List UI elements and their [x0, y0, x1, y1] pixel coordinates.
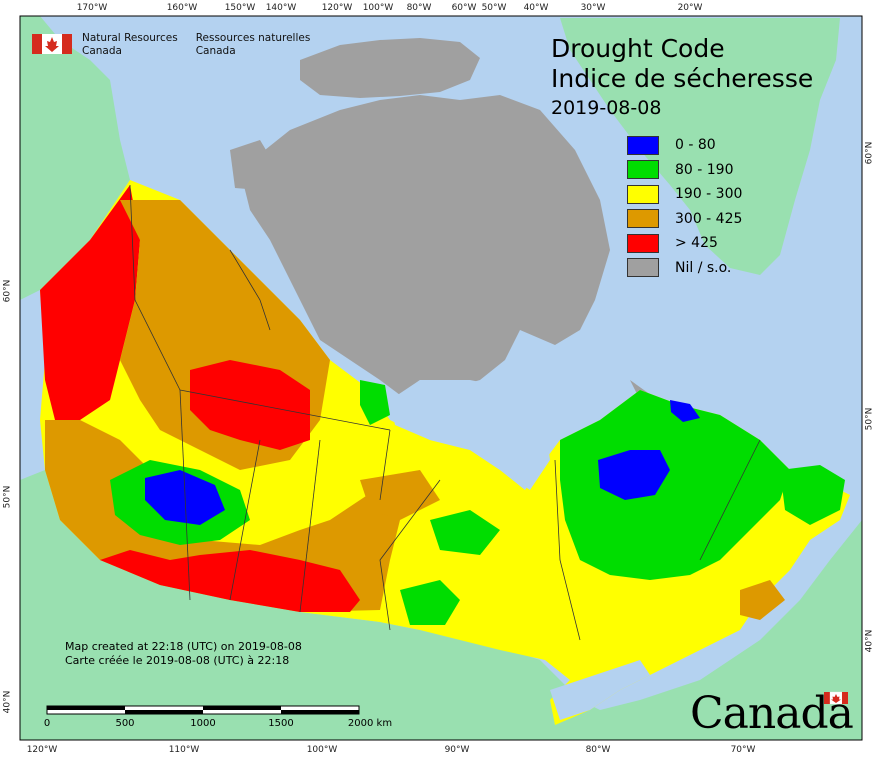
graticule-label: 80°W [585, 745, 611, 755]
legend-item: 80 - 190 [627, 158, 742, 183]
newfoundland-green [780, 465, 845, 525]
graticule-label: 30°W [580, 3, 606, 13]
quebec-green [560, 390, 790, 580]
legend-swatch [627, 233, 659, 253]
ontario-green [400, 580, 460, 625]
graticule-label: 60°N [2, 279, 13, 303]
manitoba-green [360, 380, 390, 425]
agency-flag-icon [32, 34, 72, 54]
graticule-label: 50°N [2, 485, 13, 509]
legend-swatch [627, 209, 659, 229]
title-french: Indice de sécheresse [551, 64, 814, 93]
scale-label: 0 [43, 718, 51, 729]
agency-signature: Natural Resources Canada Ressources natu… [32, 32, 310, 58]
graticule-label: 50°W [481, 3, 507, 13]
arctic-island-3 [230, 140, 275, 190]
legend-item: 300 - 425 [627, 207, 742, 232]
graticule-label: 70°W [730, 745, 756, 755]
credits-fr: Carte créée le 2019-08-08 (UTC) à 22:18 [65, 654, 290, 667]
graticule-label: 120°W [26, 745, 58, 755]
legend-item: 0 - 80 [627, 133, 742, 158]
province-borders [129, 184, 761, 641]
graticule-label: 60°N [864, 141, 875, 165]
canada-wordmark: Canada [690, 688, 854, 739]
legend: 0 - 80 80 - 190 190 - 300 300 - 425 > 425 Nil… [627, 133, 742, 280]
graticule-label: 100°W [306, 745, 338, 755]
ontario-orange [360, 470, 440, 520]
legend-item: > 425 [627, 231, 742, 256]
agency-name-fr-line1: Ressources naturelles [195, 32, 311, 44]
graticule-label: 80°W [406, 3, 432, 13]
graticule-label: 60°W [451, 3, 477, 13]
graticule-label: 100°W [362, 3, 394, 13]
agency-name-fr: Ressources naturelles Canada [196, 32, 311, 58]
graticule-label: 40°N [2, 690, 13, 714]
map-title: Drought Code Indice de sécheresse 2019-0… [551, 34, 813, 120]
nwt-red [190, 360, 310, 450]
arctic-island-2 [300, 38, 480, 98]
alaska [20, 16, 130, 300]
graticule-label: 110°W [168, 745, 200, 755]
agency-flag-spacer [32, 32, 72, 52]
scale-label: 2000 km [347, 718, 393, 729]
graticule-label: 50°N [864, 407, 875, 431]
usa-land [20, 470, 862, 740]
graticule-label: 170°W [76, 3, 108, 13]
great-lakes [550, 660, 650, 720]
title-english: Drought Code [551, 34, 725, 63]
hudson-bay [390, 380, 550, 490]
agency-name-en: Natural Resources Canada [82, 32, 178, 58]
wordmark-flag-icon [824, 691, 848, 705]
scale-label: 1000 [190, 718, 216, 729]
scale-bar [46, 705, 360, 715]
legend-label: 190 - 300 [675, 186, 743, 203]
legend-label: Nil / s.o. [675, 259, 732, 276]
legend-item: Nil / s.o. [627, 256, 742, 281]
ontario-green-2 [430, 510, 500, 555]
agency-name-en-line1: Natural Resources [82, 32, 178, 44]
agency-name-fr-line2: Canada [195, 45, 236, 57]
legend-label: 0 - 80 [675, 137, 716, 154]
map-credits: Map created at 22:18 (UTC) on 2019-08-08… [65, 640, 302, 668]
graticule-label: 90°W [444, 745, 470, 755]
prairie-red [100, 550, 360, 612]
graticule-label: 40°W [523, 3, 549, 13]
title-date: 2019-08-08 [551, 97, 662, 119]
maritime-orange [740, 580, 785, 620]
graticule-label: 120°W [321, 3, 353, 13]
graticule-label: 150°W [224, 3, 256, 13]
legend-label: 80 - 190 [675, 161, 734, 178]
legend-swatch [627, 135, 659, 155]
labrador-blue [670, 400, 700, 422]
legend-label: 300 - 425 [675, 210, 743, 227]
scale-label: 1500 [268, 718, 294, 729]
graticule-label: 160°W [166, 3, 198, 13]
graticule-label: 140°W [265, 3, 297, 13]
legend-item: 190 - 300 [627, 182, 742, 207]
quebec-blue [598, 450, 670, 500]
legend-label: > 425 [675, 235, 718, 252]
arctic-island-1 [240, 95, 610, 395]
scale-label: 500 [115, 718, 135, 729]
greenland [560, 18, 840, 275]
legend-swatch [627, 258, 659, 278]
graticule-label: 20°W [677, 3, 703, 13]
agency-name-en-line2: Canada [82, 45, 122, 57]
graticule-label: 40°N [864, 629, 875, 653]
legend-swatch [627, 184, 659, 204]
credits-en: Map created at 22:18 (UTC) on 2019-08-08 [65, 640, 302, 653]
legend-swatch [627, 160, 659, 180]
yukon-red [40, 185, 140, 420]
